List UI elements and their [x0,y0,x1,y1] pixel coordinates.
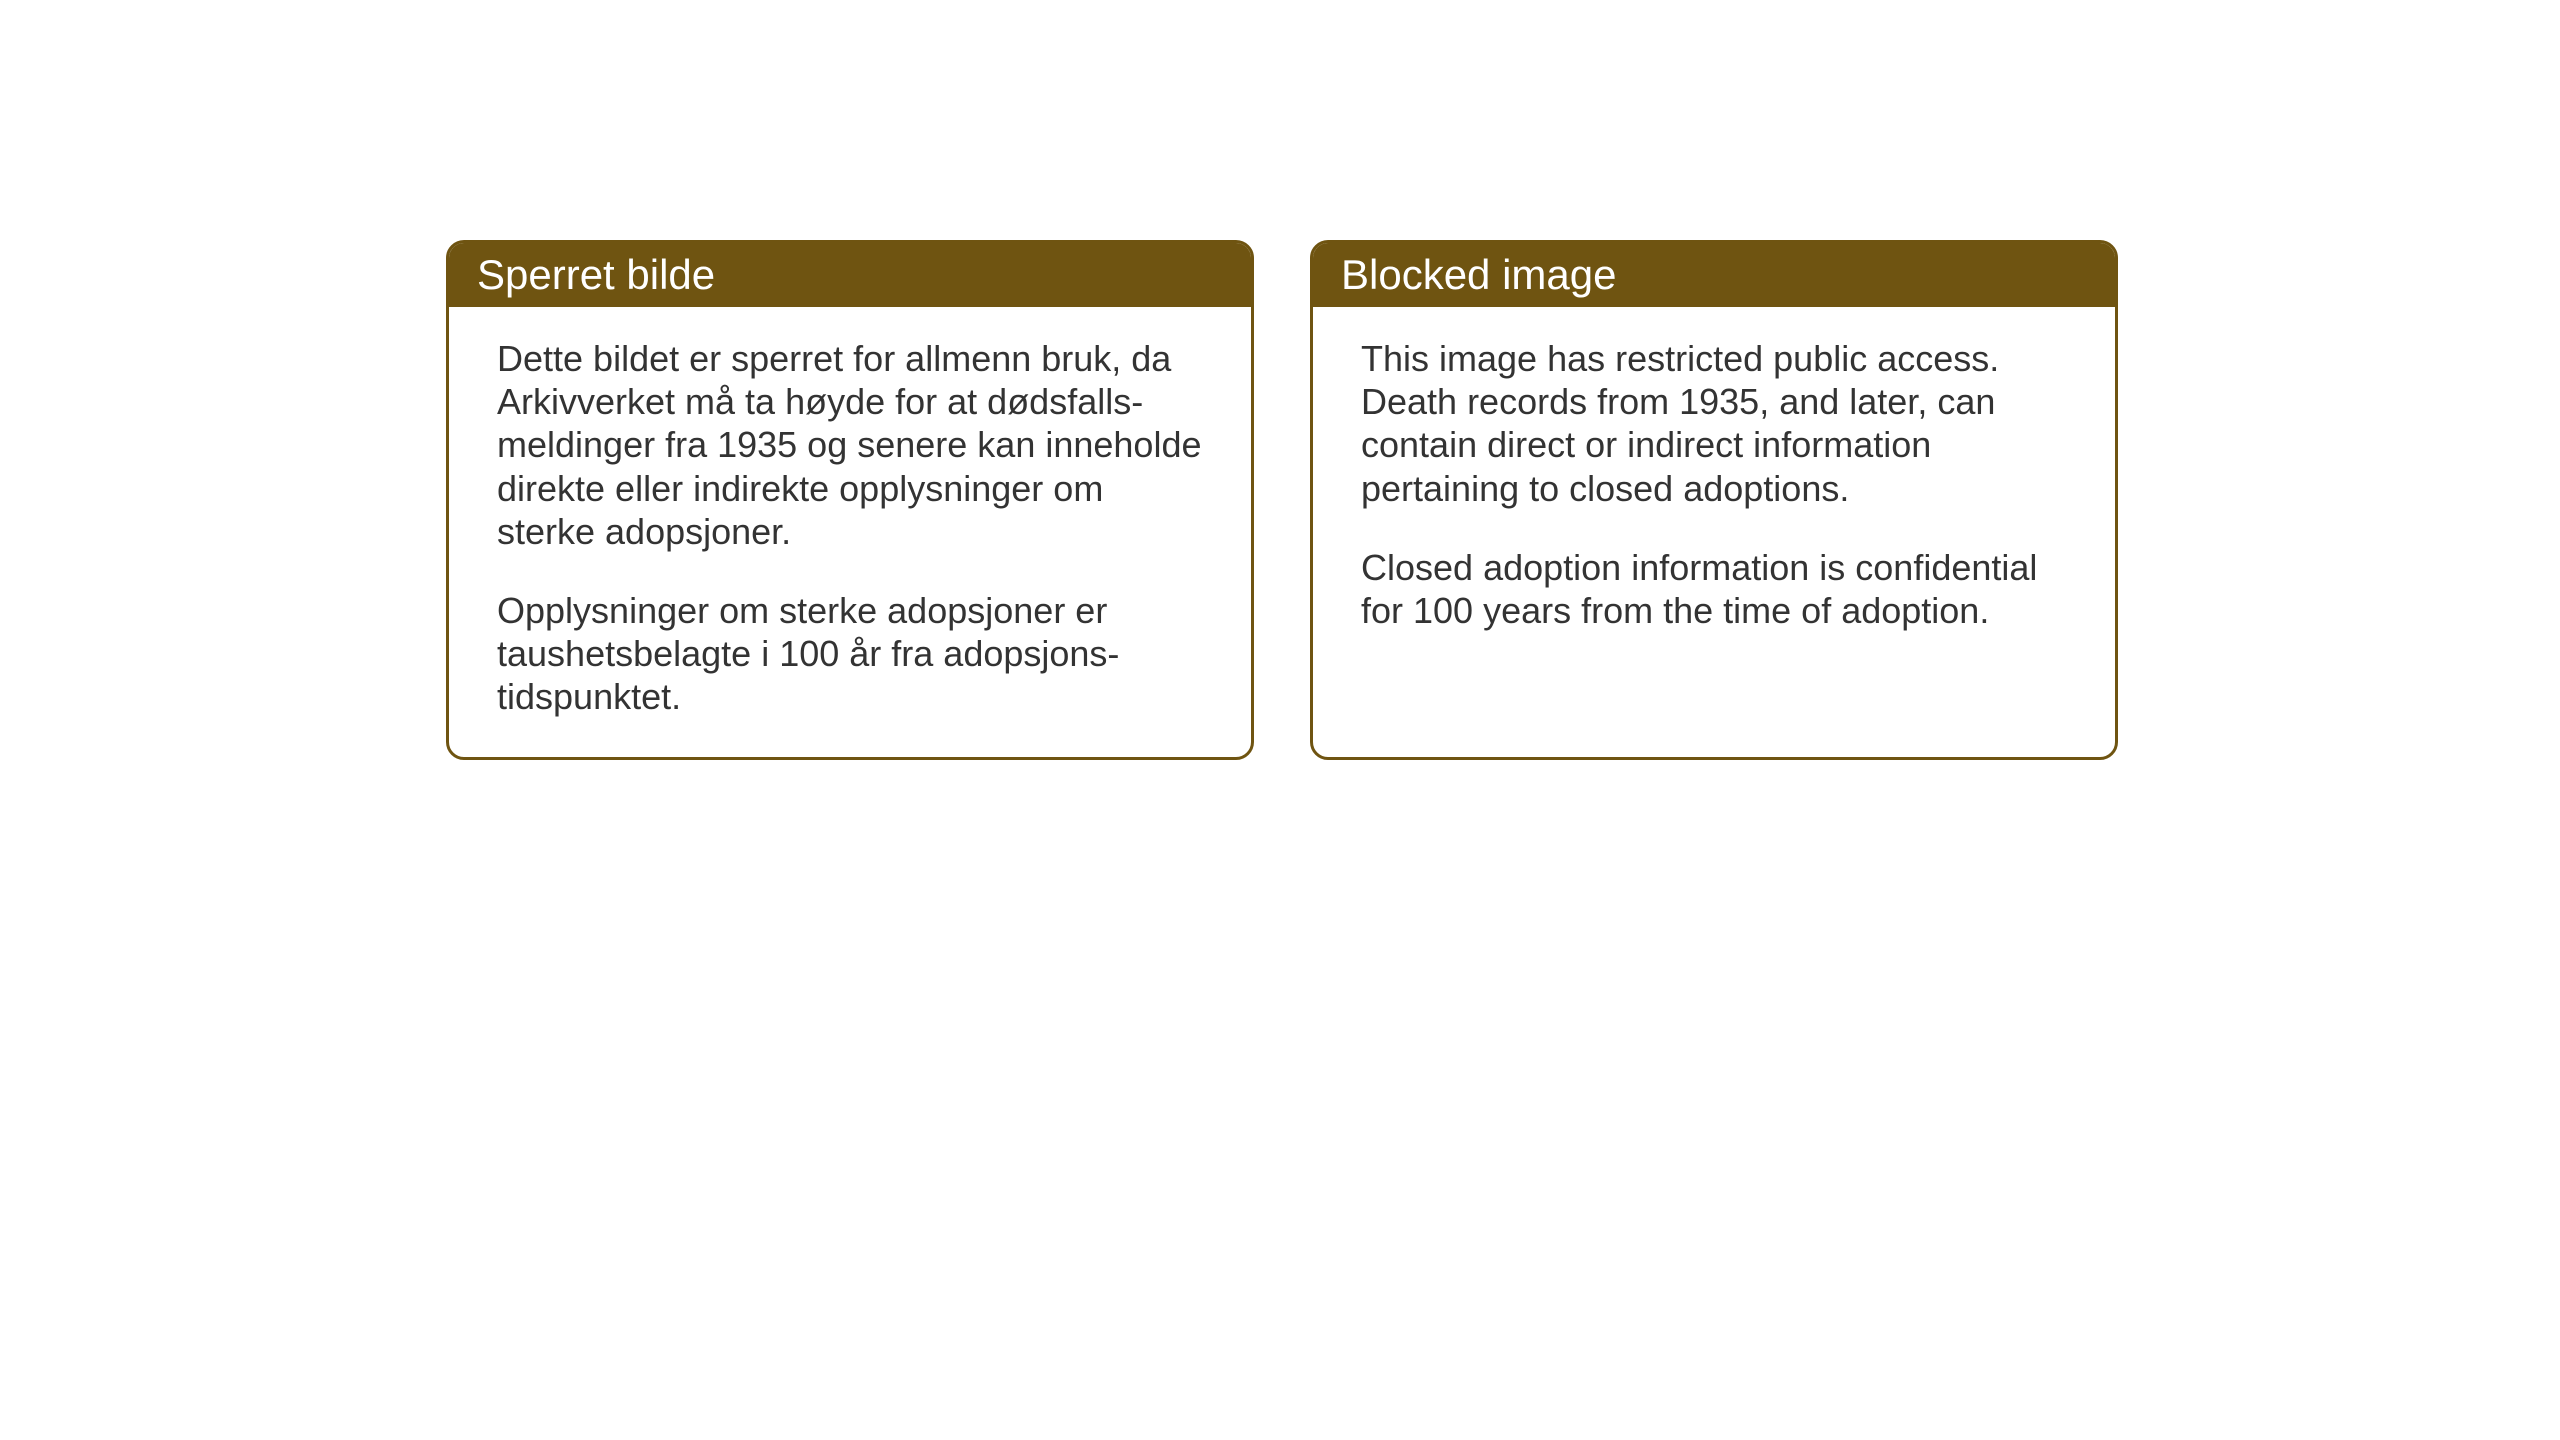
card-title-norwegian: Sperret bilde [477,251,715,298]
card-body-english: This image has restricted public access.… [1313,307,2115,670]
card-paragraph-1-norwegian: Dette bildet er sperret for allmenn bruk… [497,337,1203,553]
card-header-english: Blocked image [1313,243,2115,307]
card-paragraph-2-norwegian: Opplysninger om sterke adopsjoner er tau… [497,589,1203,719]
card-body-norwegian: Dette bildet er sperret for allmenn bruk… [449,307,1251,757]
card-paragraph-2-english: Closed adoption information is confident… [1361,546,2067,632]
card-title-english: Blocked image [1341,251,1616,298]
card-paragraph-1-english: This image has restricted public access.… [1361,337,2067,510]
notice-cards-container: Sperret bilde Dette bildet er sperret fo… [446,240,2118,760]
card-header-norwegian: Sperret bilde [449,243,1251,307]
notice-card-norwegian: Sperret bilde Dette bildet er sperret fo… [446,240,1254,760]
notice-card-english: Blocked image This image has restricted … [1310,240,2118,760]
